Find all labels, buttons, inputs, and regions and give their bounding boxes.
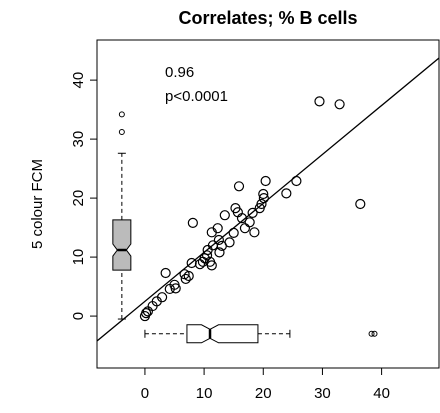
y-tick-label: 30 <box>70 131 87 148</box>
y-tick-label: 0 <box>70 312 87 320</box>
box <box>112 219 132 271</box>
point <box>244 217 255 228</box>
point <box>355 198 366 210</box>
point <box>160 267 171 279</box>
point <box>281 188 292 199</box>
point <box>314 96 325 107</box>
point <box>180 273 191 285</box>
point <box>249 227 260 238</box>
outlier <box>371 330 378 337</box>
point <box>187 217 198 228</box>
point <box>201 250 213 261</box>
regression-line <box>97 57 439 342</box>
annotation: p<0.0001 <box>165 88 228 105</box>
x-tick-label: 20 <box>255 385 272 402</box>
point <box>156 292 168 303</box>
y-tick-label: 10 <box>70 249 87 266</box>
outlier <box>118 129 125 136</box>
point <box>194 259 206 270</box>
box <box>186 324 259 344</box>
point <box>219 210 230 221</box>
chart-title: Correlates; % B cells <box>178 8 357 28</box>
point <box>334 99 345 110</box>
plot-area <box>97 57 439 344</box>
point <box>239 223 251 234</box>
outlier <box>118 111 125 118</box>
x-tick-label: 40 <box>373 385 390 402</box>
point <box>233 181 245 192</box>
x-tick-label: 10 <box>196 385 213 402</box>
y-axis-label: 5 colour FCM <box>29 159 46 249</box>
plot-frame <box>96 39 440 369</box>
annotation: 0.96 <box>165 64 194 81</box>
point <box>236 213 248 224</box>
point <box>247 207 258 218</box>
point <box>214 247 225 258</box>
point <box>141 308 152 319</box>
point <box>258 188 269 200</box>
y-tick-label: 20 <box>70 190 87 207</box>
point <box>206 260 217 271</box>
point <box>256 198 267 210</box>
point <box>260 175 271 187</box>
point <box>213 234 224 246</box>
y-tick-label: 40 <box>70 72 87 89</box>
point <box>183 270 194 282</box>
x-tick-label: 0 <box>141 385 149 402</box>
point <box>186 257 197 269</box>
point <box>212 223 223 234</box>
point <box>170 283 181 294</box>
outlier <box>368 330 375 337</box>
point <box>224 237 235 248</box>
x-tick-label: 30 <box>314 385 331 402</box>
